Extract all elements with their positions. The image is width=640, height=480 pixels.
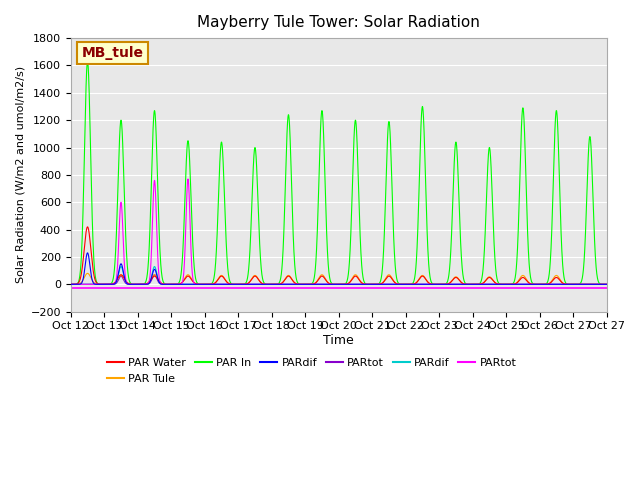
Text: MB_tule: MB_tule [81,46,143,60]
Title: Mayberry Tule Tower: Solar Radiation: Mayberry Tule Tower: Solar Radiation [197,15,480,30]
X-axis label: Time: Time [323,334,354,347]
Y-axis label: Solar Radiation (W/m2 and umol/m2/s): Solar Radiation (W/m2 and umol/m2/s) [15,66,25,284]
Legend: PAR Water, PAR Tule, PAR In, PARdif, PARtot, PARdif, PARtot: PAR Water, PAR Tule, PAR In, PARdif, PAR… [103,354,521,388]
